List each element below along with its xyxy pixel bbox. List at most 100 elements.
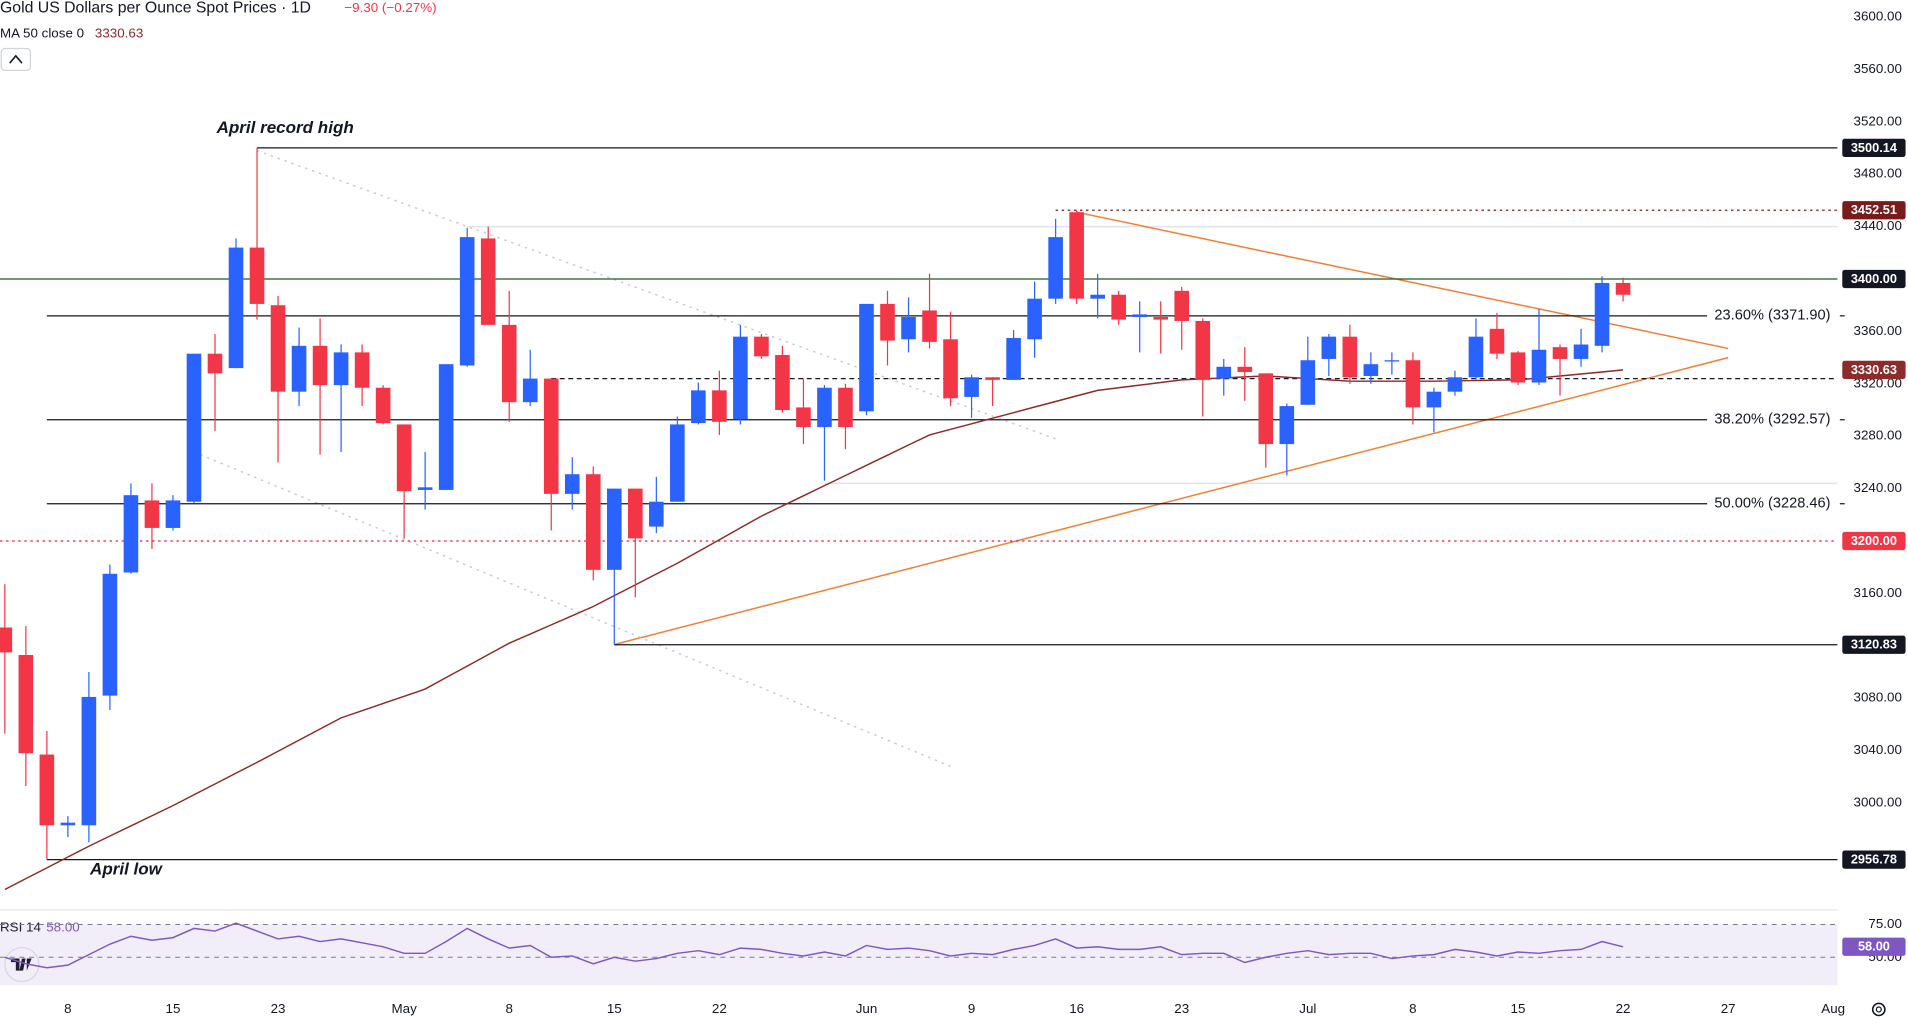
candle-body (1090, 294, 1105, 299)
price-label-box (1842, 201, 1906, 220)
candle-body (838, 387, 853, 428)
rsi-line (4, 922, 1624, 969)
candle-body (733, 336, 748, 420)
y-tick-label: 3000.00 (1854, 795, 1902, 810)
candle-body (459, 237, 475, 366)
fib-label: 38.20% (3292.57) (1714, 412, 1830, 428)
candle-body (1342, 336, 1358, 378)
y-tick-label: 3280.00 (1854, 428, 1902, 443)
price-label: 3452.51 (1851, 202, 1897, 217)
y-tick-label: 3600.00 (1854, 9, 1902, 24)
rsi-value: 58.00 (46, 920, 79, 935)
settings-icon[interactable] (1871, 1002, 1886, 1017)
candle-body (543, 378, 559, 494)
candle-body (1132, 314, 1147, 318)
price-label: 2956.78 (1851, 852, 1897, 867)
candle-body (375, 387, 391, 424)
x-tick-label: Aug (1821, 1001, 1845, 1016)
candle-body (606, 488, 622, 570)
candle-body (1237, 366, 1253, 373)
x-tick-label: 16 (1069, 1001, 1084, 1016)
x-tick-label: 9 (968, 1001, 975, 1016)
price-label-box (1842, 850, 1906, 869)
price-label-box (1842, 269, 1906, 289)
price-label: 3500.14 (1851, 140, 1898, 155)
collapse-button[interactable] (0, 47, 32, 71)
x-tick-label: 8 (64, 1001, 71, 1016)
y-tick-label: 3360.00 (1854, 323, 1902, 338)
y-tick-label: 3240.00 (1854, 480, 1902, 495)
candle-body (81, 696, 97, 826)
candle-body (228, 247, 244, 369)
candle-body (1279, 406, 1295, 445)
candle-body (1153, 317, 1169, 320)
candle-body (564, 474, 580, 494)
price-label-box (1842, 635, 1906, 654)
x-tick-label: Jul (1299, 1001, 1316, 1016)
ma-name: MA 50 close 0 (0, 26, 84, 41)
price-label-box (1842, 360, 1906, 379)
x-tick-label: 15 (607, 1001, 622, 1016)
candle-body (480, 238, 496, 325)
candle-body (1489, 328, 1505, 354)
price-label: 3400.00 (1851, 271, 1897, 286)
candle-body (1405, 360, 1421, 408)
candle-body (628, 488, 643, 539)
candle-body (438, 364, 454, 490)
price-label: 3200.00 (1851, 533, 1897, 548)
y-tick-label: 3040.00 (1854, 742, 1902, 757)
candle-body (901, 317, 916, 340)
candle-body (1531, 349, 1547, 383)
x-tick-label: 15 (1511, 1001, 1526, 1016)
trend-line (200, 453, 951, 768)
annotation: April record high (216, 118, 354, 137)
candle-body (417, 487, 433, 490)
candle-body (1552, 347, 1568, 359)
rsi-label: 58.00 (1858, 939, 1890, 954)
candle-body (1447, 377, 1463, 392)
x-tick-label: 23 (271, 1001, 286, 1016)
candle-body (144, 500, 160, 528)
candle-body (1069, 212, 1084, 299)
candle-body (1426, 391, 1442, 408)
candle-body (796, 407, 811, 428)
fib-label: 50.00% (3228.46) (1714, 496, 1830, 512)
y-tick-label: 3480.00 (1854, 166, 1902, 181)
candle-body (964, 377, 979, 397)
candle-body (522, 378, 538, 403)
x-tick-label: 23 (1174, 1001, 1189, 1016)
candle-body (207, 353, 223, 374)
candle-body (165, 500, 181, 528)
x-tick-label: 15 (166, 1001, 181, 1016)
price-label-box (1842, 138, 1906, 157)
candle-body (0, 627, 13, 653)
candle-body (754, 336, 769, 357)
x-tick-label: 8 (1409, 1001, 1416, 1016)
candle-body (312, 345, 328, 386)
rsi-band (0, 924, 1838, 986)
trend-line (614, 356, 1729, 646)
candle-body (186, 353, 202, 502)
candle-body (1258, 373, 1274, 445)
y-tick-label: 3560.00 (1854, 61, 1902, 76)
price-label: 3330.63 (1851, 362, 1897, 377)
candle-body (1300, 360, 1316, 405)
candle-body (775, 355, 790, 411)
y-tick-label: 3080.00 (1854, 690, 1902, 705)
x-tick-label: Jun (856, 1001, 878, 1016)
candle-body (691, 390, 706, 424)
candle-body (1111, 294, 1126, 320)
candle-body (60, 822, 76, 826)
candle-body (249, 247, 265, 304)
x-tick-label: May (391, 1001, 417, 1016)
candle-body (1384, 360, 1400, 362)
candle-body (649, 501, 664, 527)
candle-body (1468, 336, 1484, 378)
candle-body (985, 377, 1000, 380)
candle-body (1321, 336, 1337, 359)
y-tick-label: 3320.00 (1854, 375, 1902, 390)
candle-body (1594, 282, 1610, 346)
candle-body (585, 474, 601, 570)
candle-body (396, 424, 412, 492)
